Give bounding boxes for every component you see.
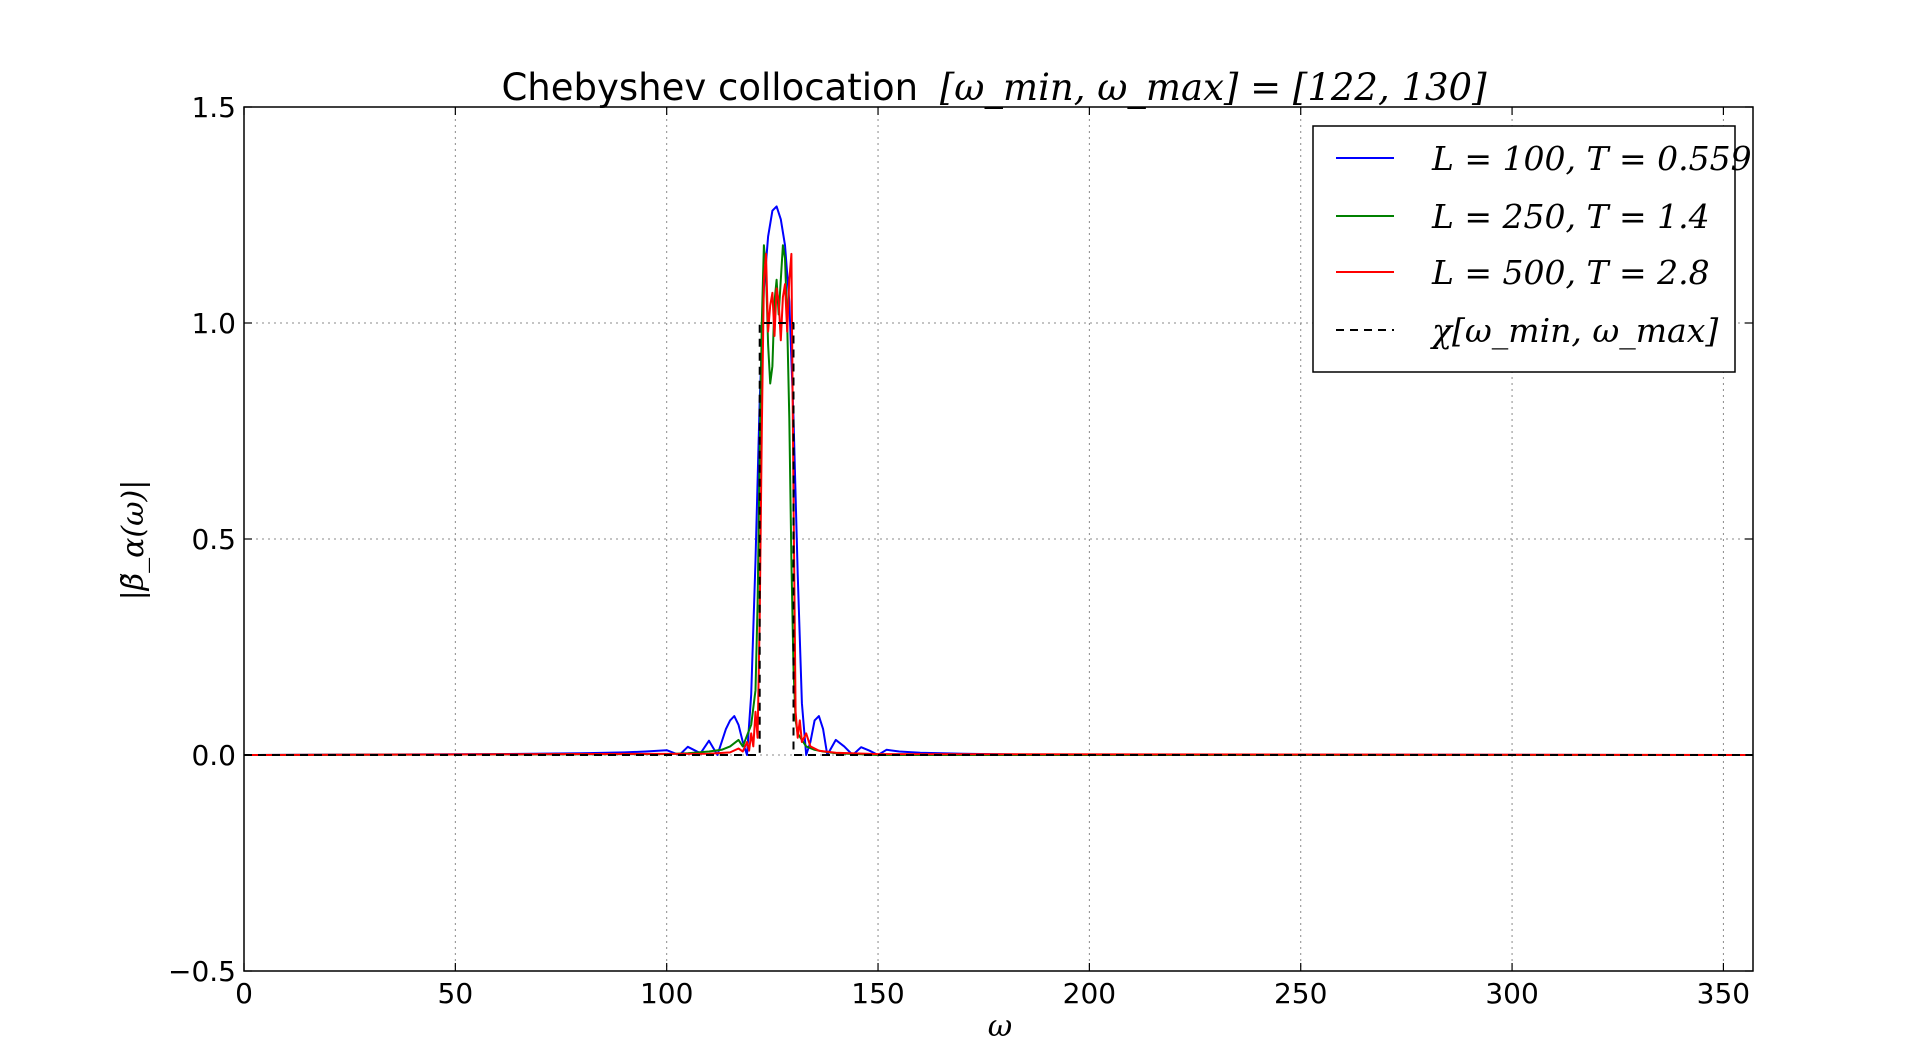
- x-tick-label: 150: [851, 977, 904, 1010]
- x-tick-label: 300: [1485, 977, 1538, 1010]
- chart-title: Chebyshev collocation [ω_min, ω_max] = […: [501, 66, 1487, 110]
- legend-label-l500: L = 500, T = 2.8: [1431, 253, 1710, 292]
- legend-entry-l100: L = 100, T = 0.559: [1336, 139, 1752, 178]
- y-axis-label: |β̃_α(ω)|: [116, 480, 151, 601]
- series-line-4: [244, 322, 1753, 756]
- y-tick-label: 1.5: [191, 91, 236, 124]
- legend-label-l100: L = 100, T = 0.559: [1431, 139, 1752, 178]
- y-tick-label: 0.0: [191, 739, 236, 772]
- x-tick-label: 350: [1697, 977, 1750, 1010]
- plot-area: 0 50 100 150 200 250 300 350 −0.5 0.0 0.5 1.0 1.5: [168, 91, 1754, 1010]
- legend-label-l250: L = 250, T = 1.4: [1431, 197, 1710, 236]
- y-tick-label: −0.5: [168, 955, 236, 988]
- legend-entry-chi: χ[ω_min, ω_max]: [1336, 311, 1718, 351]
- legend-label-chi: χ[ω_min, ω_max]: [1430, 311, 1718, 351]
- chart-title-prefix: Chebyshev collocation: [501, 66, 918, 109]
- legend-entry-l250: L = 250, T = 1.4: [1336, 197, 1710, 236]
- x-tick-label: 200: [1063, 977, 1116, 1010]
- series-line-3: [243, 252, 1754, 756]
- chart-title-math: [ω_min, ω_max] = [122, 130]: [940, 66, 1487, 110]
- x-tick-label: 100: [640, 977, 693, 1010]
- y-tick-label: 1.0: [191, 307, 236, 340]
- legend: L = 100, T = 0.559 L = 250, T = 1.4 L = …: [1312, 125, 1752, 373]
- x-tick-label: 250: [1274, 977, 1327, 1010]
- x-axis-label: ω: [988, 1009, 1012, 1044]
- x-tick-label: 50: [438, 977, 474, 1010]
- x-tick-label: 0: [235, 977, 253, 1010]
- legend-entry-l500: L = 500, T = 2.8: [1336, 253, 1710, 292]
- series-line-2: [243, 244, 1753, 756]
- y-tick-label: 0.5: [191, 523, 236, 556]
